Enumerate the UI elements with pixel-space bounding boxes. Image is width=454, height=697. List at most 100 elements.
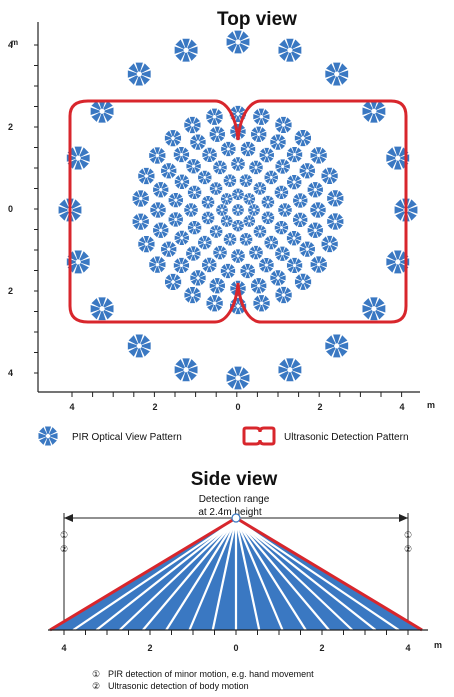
- pir-lens-segment: [198, 243, 205, 249]
- pir-lens-segment: [188, 221, 194, 227]
- pir-lens-segment: [240, 174, 246, 180]
- pir-lens-segment: [159, 262, 166, 268]
- pir-lens-segment: [272, 175, 278, 180]
- pir-lens-zone: [240, 263, 255, 279]
- pir-lens-zone: [259, 147, 274, 163]
- pir-lens-segment: [44, 426, 52, 434]
- pir-lens-segment: [271, 243, 278, 249]
- pir-lens-segment: [173, 212, 179, 218]
- pir-lens-segment: [248, 204, 254, 210]
- pir-lens-segment: [198, 142, 206, 150]
- pir-lens-segment: [187, 225, 194, 230]
- pir-lens-segment: [253, 117, 261, 125]
- pir-lens-segment: [202, 170, 207, 176]
- pir-lens-segment: [191, 246, 196, 252]
- pir-lens-zone: [243, 193, 256, 205]
- x-axis-unit: m: [427, 400, 435, 410]
- pir-lens-segment: [227, 182, 232, 187]
- pir-lens-segment: [265, 219, 270, 224]
- pir-lens-segment: [196, 190, 202, 195]
- pir-lens-segment: [332, 200, 338, 207]
- pir-lens-segment: [103, 112, 113, 122]
- pir-lens-segment: [327, 222, 335, 230]
- pir-lens-segment: [235, 249, 241, 255]
- pir-lens-segment: [227, 197, 233, 201]
- pir-lens-segment: [311, 156, 318, 163]
- pir-lens-segment: [259, 127, 266, 134]
- pir-lens-segment: [208, 212, 214, 218]
- pir-lens-segment: [202, 258, 209, 265]
- pir-lens-segment: [308, 223, 315, 230]
- pir-lens-segment: [274, 190, 280, 195]
- pir-lens-segment: [232, 208, 237, 212]
- pir-lens-segment: [224, 174, 230, 181]
- pir-lens-zone: [186, 246, 201, 261]
- pir-lens-segment: [304, 163, 310, 170]
- pir-lens-segment: [186, 159, 193, 166]
- pir-lens-segment: [278, 278, 286, 286]
- pir-lens-segment: [260, 232, 266, 238]
- pir-lens-segment: [238, 132, 246, 139]
- pir-lens-segment: [243, 193, 249, 199]
- pir-lens-segment: [214, 189, 219, 195]
- pir-lens-segment: [142, 195, 149, 202]
- pir-optical-view-pattern: [58, 30, 418, 390]
- pir-lens-zone: [270, 270, 286, 286]
- pir-lens-segment: [205, 236, 211, 242]
- pir-lens-segment: [223, 178, 229, 183]
- pir-lens-segment: [299, 246, 306, 252]
- pir-lens-zone: [253, 225, 267, 238]
- pir-lens-segment: [182, 155, 189, 162]
- pir-lens-segment: [337, 75, 348, 85]
- pir-lens-segment: [319, 256, 327, 264]
- cone-beam-gap: [235, 519, 400, 631]
- pir-lens-segment: [169, 212, 175, 219]
- pir-lens-segment: [201, 215, 207, 220]
- pir-lens-segment: [195, 270, 201, 277]
- pir-lens-segment: [293, 220, 300, 227]
- pir-lens-segment: [188, 193, 194, 199]
- pir-lens-zone: [202, 257, 217, 273]
- pir-lens-zone: [161, 163, 177, 179]
- pir-lens-segment: [221, 165, 227, 170]
- pir-lens-segment: [259, 265, 266, 272]
- side-x-axis-unit: m: [434, 640, 442, 650]
- pir-lens-segment: [212, 295, 218, 302]
- pir-lens-segment: [231, 249, 238, 256]
- pir-lens-segment: [327, 195, 334, 201]
- pir-lens-segment: [71, 211, 81, 221]
- pir-lens-segment: [260, 131, 267, 137]
- pir-lens-segment: [279, 51, 289, 61]
- cone-beam-gap: [95, 519, 237, 631]
- pir-lens-segment: [257, 189, 262, 195]
- pir-lens-segment: [326, 347, 336, 357]
- pir-lens-segment: [308, 182, 315, 189]
- pir-lens-segment: [182, 52, 190, 62]
- pir-lens-segment: [395, 199, 405, 209]
- pir-lens-segment: [178, 156, 184, 163]
- pir-lens-segment: [292, 267, 298, 274]
- x-tick-label: 4: [69, 402, 74, 412]
- pir-lens-segment: [169, 193, 176, 200]
- pir-lens-segment: [184, 122, 191, 128]
- pir-lens-segment: [184, 210, 191, 217]
- pir-lens-zone: [251, 126, 267, 142]
- pir-lens-segment: [247, 215, 252, 220]
- pir-lens-segment: [295, 282, 303, 290]
- pir-lens-segment: [49, 437, 57, 445]
- pir-lens-segment: [138, 168, 146, 176]
- pir-lens-segment: [286, 207, 292, 213]
- pir-lens-segment: [138, 200, 144, 207]
- pir-lens-segment: [133, 190, 140, 198]
- pir-lens-segment: [189, 296, 196, 304]
- pir-lens-zone: [261, 211, 275, 224]
- pir-lens-segment: [236, 226, 240, 232]
- pir-lens-segment: [275, 247, 282, 254]
- pir-lens-segment: [170, 130, 176, 137]
- pir-lens-segment: [159, 152, 166, 159]
- pir-lens-zone: [220, 263, 236, 279]
- pir-lens-zone: [164, 273, 182, 291]
- pir-lens-segment: [190, 134, 198, 142]
- pir-lens-segment: [300, 163, 307, 170]
- pir-lens-zone: [173, 146, 190, 163]
